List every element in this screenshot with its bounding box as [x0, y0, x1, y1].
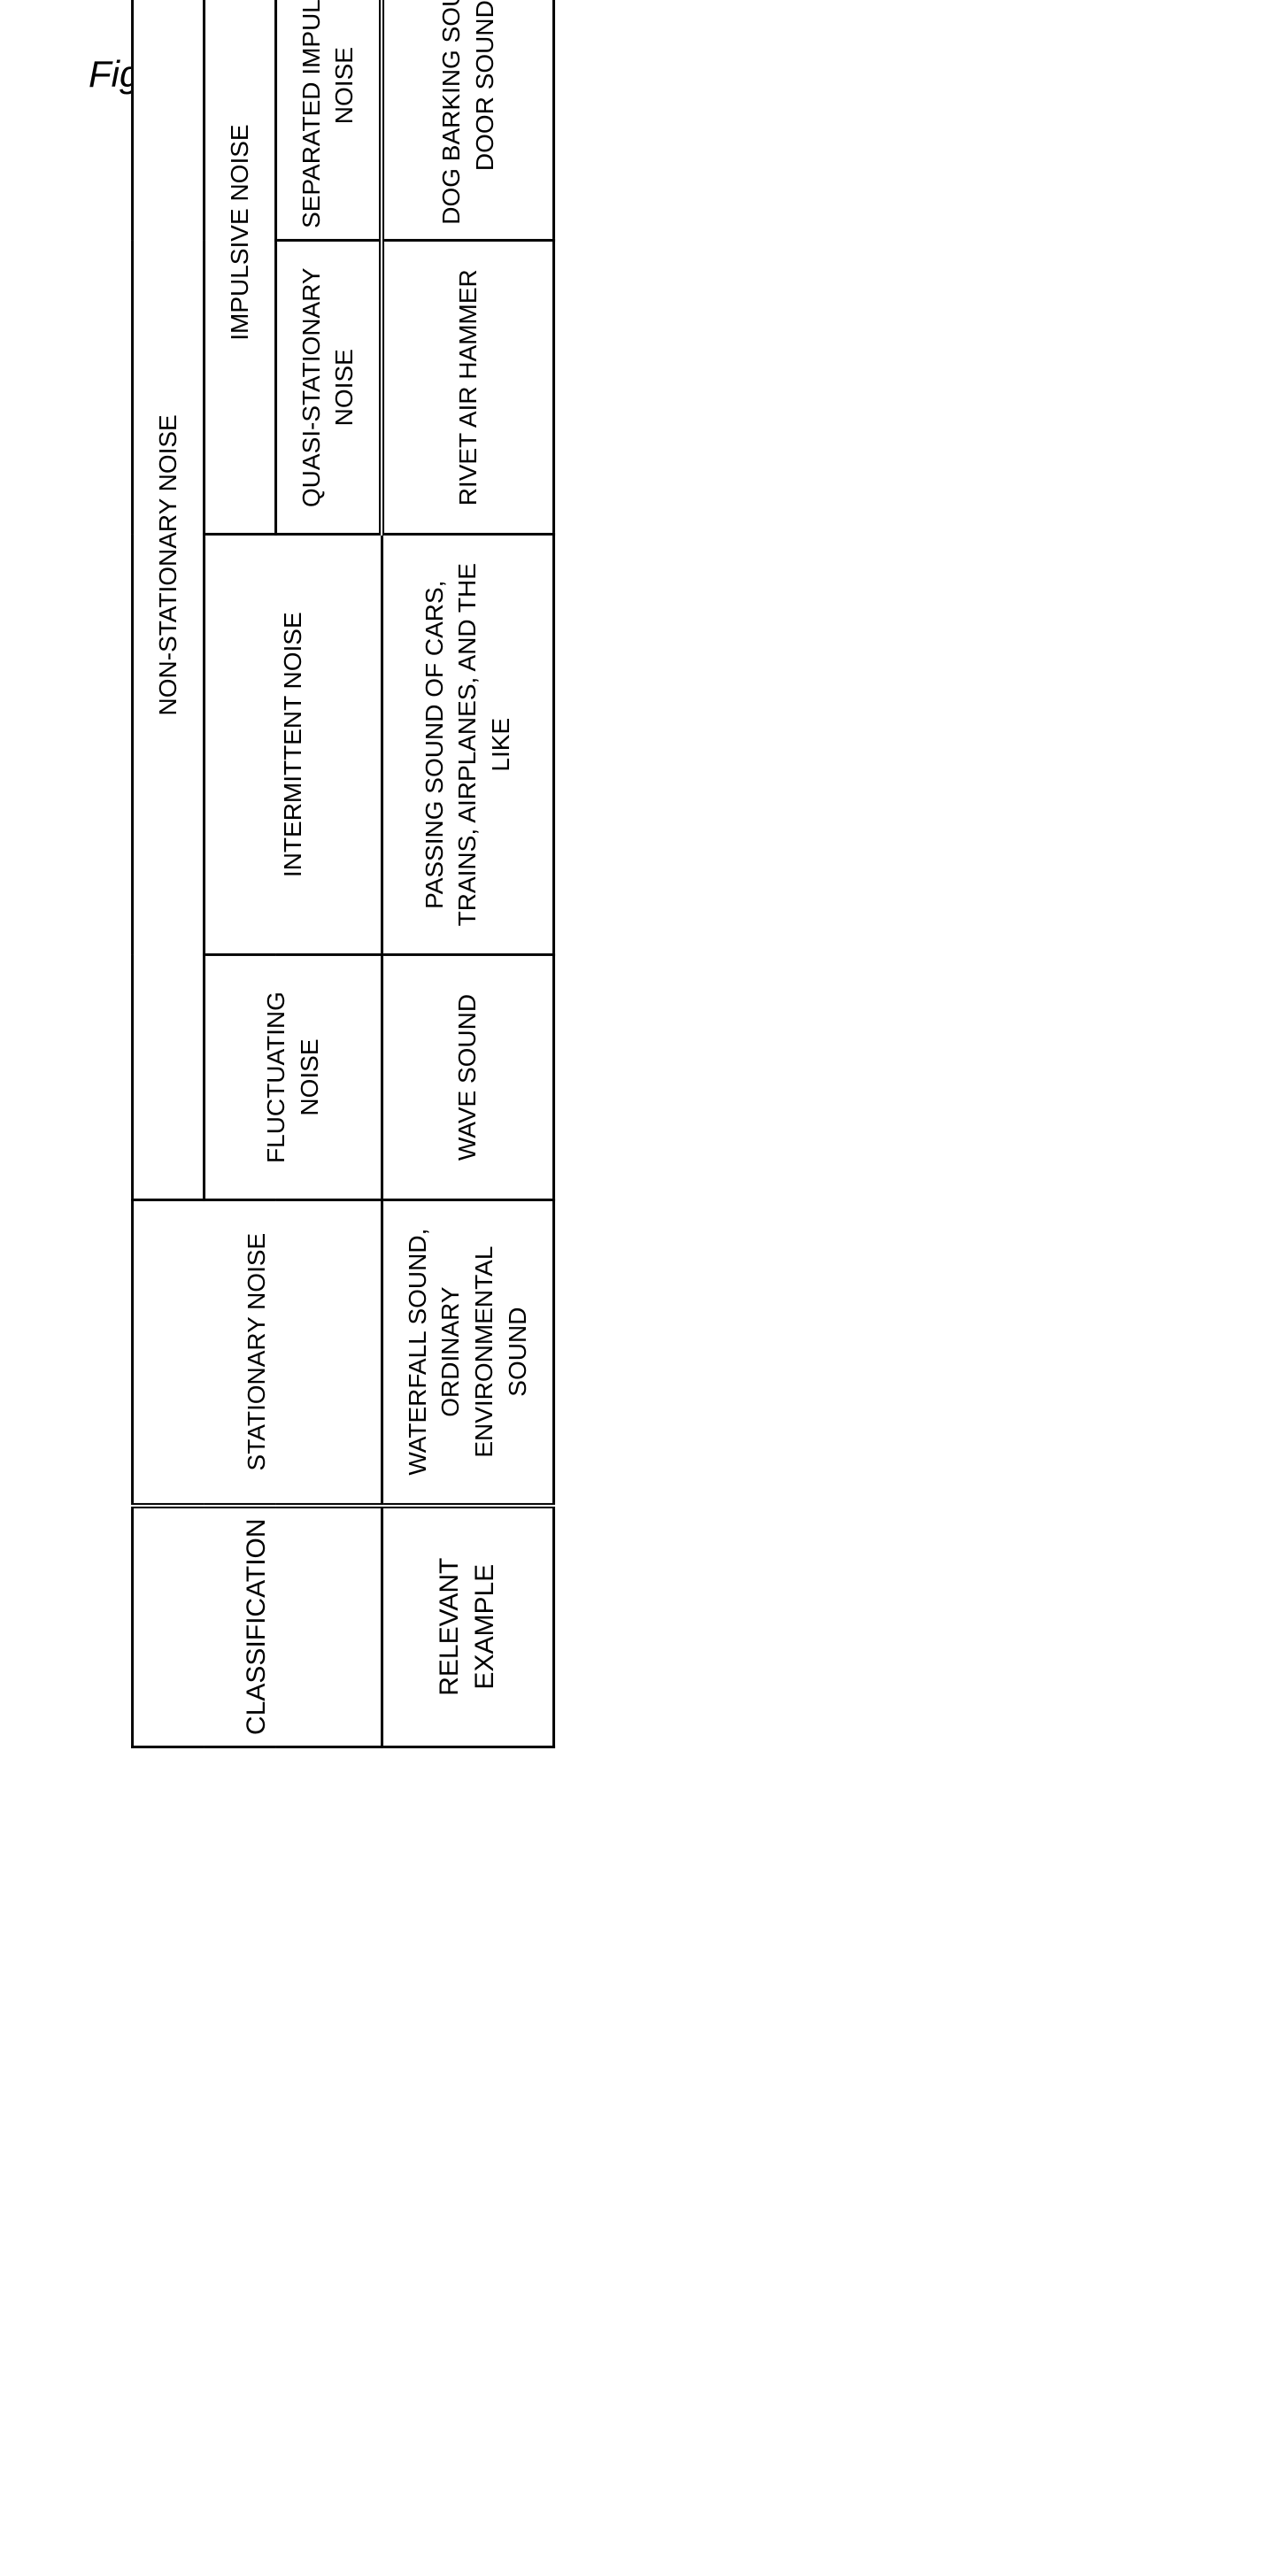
example-row: RELEVANT EXAMPLE WATERFALL SOUND, ORDINA…	[382, 0, 553, 1747]
separated-impulsive-header: SEPARATED IMPULSIVE NOISE	[275, 0, 382, 241]
intermittent-example: PASSING SOUND OF CARS, TRAINS, AIRPLANES…	[382, 535, 553, 955]
quasi-stationary-header: QUASI-STATIONARY NOISE	[275, 241, 382, 535]
noise-classification-table-wrapper: CLASSIFICATION STATIONARY NOISE NON-STAT…	[131, 0, 555, 1748]
relevant-example-label: RELEVANT EXAMPLE	[382, 1505, 553, 1747]
stationary-header: STATIONARY NOISE	[133, 1199, 382, 1505]
classification-label: CLASSIFICATION	[133, 1505, 382, 1747]
header-row-1: CLASSIFICATION STATIONARY NOISE NON-STAT…	[133, 0, 204, 1747]
non-stationary-header: NON-STATIONARY NOISE	[133, 0, 204, 1199]
intermittent-header: INTERMITTENT NOISE	[204, 535, 382, 955]
separated-impulsive-example: DOG BARKING SOUND, DOOR SOUND	[382, 0, 553, 241]
noise-classification-table: CLASSIFICATION STATIONARY NOISE NON-STAT…	[131, 0, 555, 1748]
fluctuating-header: FLUCTUATING NOISE	[204, 955, 382, 1200]
impulsive-header: IMPULSIVE NOISE	[204, 0, 275, 535]
stationary-example: WATERFALL SOUND, ORDINARY ENVIRONMENTAL …	[382, 1199, 553, 1505]
quasi-stationary-example: RIVET AIR HAMMER	[382, 241, 553, 535]
fluctuating-example: WAVE SOUND	[382, 955, 553, 1200]
